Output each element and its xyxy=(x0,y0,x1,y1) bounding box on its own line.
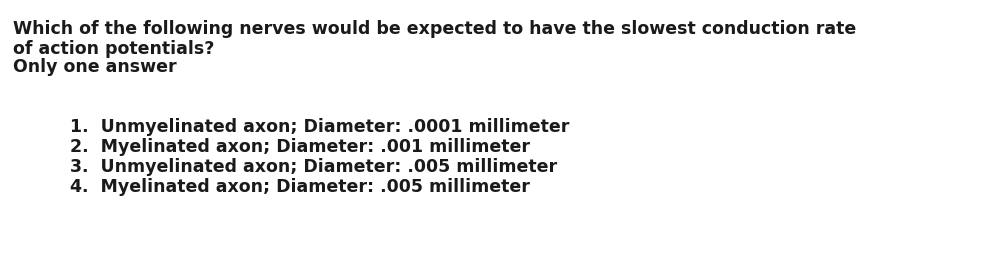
Text: Which of the following nerves would be expected to have the slowest conduction r: Which of the following nerves would be e… xyxy=(13,20,856,38)
Text: 1.  Unmyelinated axon; Diameter: .0001 millimeter: 1. Unmyelinated axon; Diameter: .0001 mi… xyxy=(70,118,569,136)
Text: 2.  Myelinated axon; Diameter: .001 millimeter: 2. Myelinated axon; Diameter: .001 milli… xyxy=(70,138,530,156)
Text: 3.  Unmyelinated axon; Diameter: .005 millimeter: 3. Unmyelinated axon; Diameter: .005 mil… xyxy=(70,158,557,176)
Text: of action potentials?: of action potentials? xyxy=(13,40,214,58)
Text: 4.  Myelinated axon; Diameter: .005 millimeter: 4. Myelinated axon; Diameter: .005 milli… xyxy=(70,178,529,196)
Text: Only one answer: Only one answer xyxy=(13,58,176,76)
